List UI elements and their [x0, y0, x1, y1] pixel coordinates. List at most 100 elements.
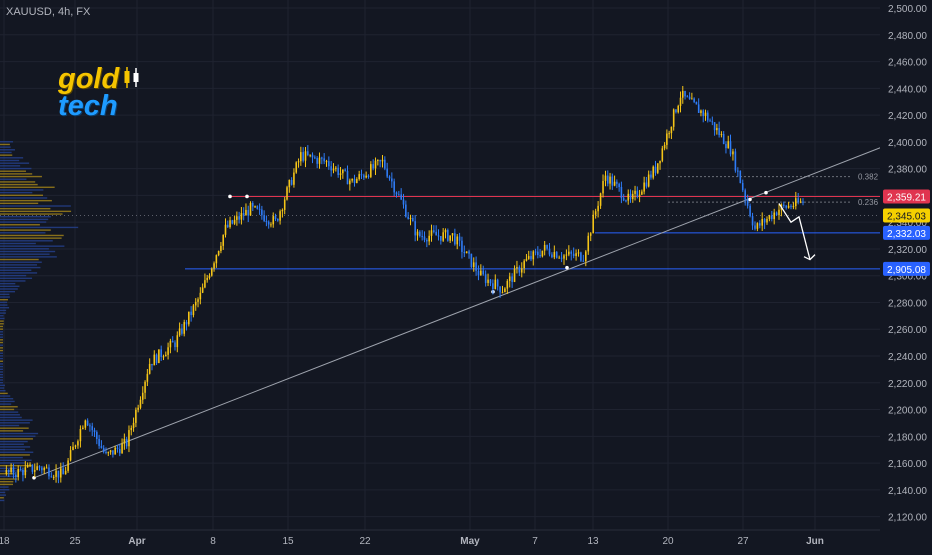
candle-body: [50, 476, 53, 478]
candle-body: [69, 450, 72, 461]
candle-body: [636, 190, 639, 197]
candle-body: [325, 161, 328, 163]
candle-body: [599, 193, 602, 206]
candle-body: [139, 399, 142, 408]
grid: [0, 0, 880, 530]
candle-body: [130, 427, 133, 431]
candle-body: [162, 356, 165, 358]
candle-body: [220, 245, 222, 252]
volume-profile-bar: [0, 390, 6, 392]
pivot-marker: [245, 194, 249, 199]
candle-body: [589, 233, 592, 236]
candle-body: [335, 167, 337, 169]
candle-body: [449, 235, 451, 241]
candle-body: [496, 279, 499, 287]
candle-body: [100, 445, 103, 448]
logo-candles-icon: [124, 67, 139, 88]
volume-profile-bar: [0, 357, 3, 360]
candle-body: [484, 274, 487, 283]
volume-profile-bar: [0, 384, 5, 387]
candle-body: [560, 257, 563, 259]
candle-body: [799, 201, 802, 203]
volume-profile-bar: [0, 218, 49, 221]
projection-arrowhead: [803, 254, 816, 261]
volume-profile-bar: [0, 427, 29, 429]
price-axis[interactable]: 2,120.00 2,140.00 2,160.00 2,180.00 2,200.00…: [888, 4, 927, 524]
volume-profile-bar: [0, 379, 3, 381]
volume-profile-bar: [0, 261, 42, 263]
candle-body: [31, 464, 34, 472]
volume-profile-bar: [0, 186, 55, 188]
projection-path[interactable]: [778, 203, 811, 260]
candle-body: [749, 205, 751, 217]
candle-body: [153, 354, 156, 366]
candle-body: [155, 354, 158, 364]
candles: [5, 85, 804, 484]
candle-body: [7, 470, 10, 473]
volume-profile-bar: [0, 207, 51, 210]
y-tick-label: 2,180.00: [888, 432, 927, 443]
x-tick-label: Apr: [128, 536, 145, 547]
ascending-trendline[interactable]: [33, 145, 886, 479]
volume-profile-bar: [0, 141, 14, 143]
volume-profile-bar: [0, 424, 20, 427]
candle-body: [304, 151, 307, 161]
volume-profile-bar: [0, 143, 10, 146]
candle-body: [506, 280, 509, 289]
candle-body: [541, 250, 544, 257]
volume-profile-bar: [0, 323, 4, 325]
logo-word-tech: tech: [58, 90, 118, 122]
volume-profile-bar: [0, 365, 3, 368]
candle-body: [604, 175, 607, 181]
volume-profile-bar: [0, 242, 36, 245]
candle-body: [107, 452, 110, 454]
candle-body: [391, 178, 393, 182]
candle-body: [423, 236, 426, 240]
candle-body: [26, 465, 29, 468]
candle-body: [167, 347, 169, 355]
pivot-marker: [565, 265, 569, 270]
candle-body: [663, 144, 666, 149]
candle-body: [468, 251, 470, 254]
candle-body: [45, 467, 48, 469]
candle-body: [183, 322, 186, 334]
candle-body: [627, 193, 630, 201]
candle-body: [563, 255, 565, 259]
candle-body: [141, 392, 144, 400]
volume-profile-bar: [0, 307, 10, 309]
symbol-label[interactable]: XAUUSD, 4h, FX: [6, 6, 91, 18]
price-badge-label: 2,332.03: [887, 229, 926, 240]
candle-body: [666, 133, 668, 145]
price-badge-label: 2,345.03: [887, 211, 926, 222]
candle-body: [616, 181, 618, 184]
candle-body: [629, 193, 632, 200]
candle-body: [426, 239, 428, 242]
volume-profile-bar: [0, 443, 24, 445]
candle-body: [208, 275, 211, 278]
pivot-marker: [764, 190, 768, 195]
y-tick-label: 2,300.00: [888, 272, 927, 283]
time-axis[interactable]: 18 25 Apr 8 15 22 May 7 13 20 27 Jun: [0, 536, 824, 547]
candle-body: [98, 438, 100, 446]
volume-profile-bar: [0, 339, 3, 341]
candle-body: [790, 205, 792, 207]
candle-body: [84, 420, 87, 428]
price-badge: [883, 208, 930, 223]
volume-profile-bar: [0, 309, 7, 312]
candle-body: [367, 175, 370, 177]
volume-profile-bar: [0, 205, 71, 207]
volume-profile-bar: [0, 349, 3, 352]
y-tick-label: 2,200.00: [888, 406, 927, 417]
volume-profile-bar: [0, 202, 39, 205]
candle-body: [444, 229, 447, 233]
volume-profile-bar: [0, 165, 21, 167]
candle-body: [706, 112, 709, 121]
x-tick-label: 13: [587, 536, 599, 547]
pivot-marker: [228, 194, 232, 199]
volume-profile-bar: [0, 440, 28, 443]
candle-body: [197, 299, 199, 302]
volume-profile-bar: [0, 157, 24, 159]
candle-body: [48, 467, 50, 477]
